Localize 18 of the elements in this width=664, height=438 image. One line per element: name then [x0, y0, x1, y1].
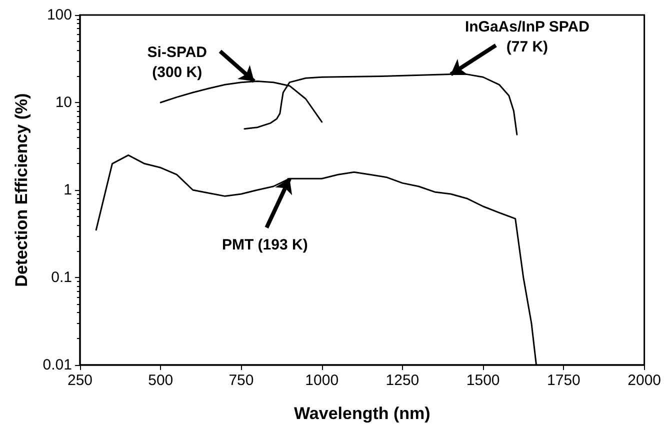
- y-tick-label: 100: [46, 6, 72, 24]
- x-tick-label: 1500: [466, 372, 500, 389]
- x-tick-label: 2000: [628, 372, 662, 389]
- x-tick-label: 750: [228, 372, 254, 389]
- annotation: PMT (193 K): [222, 236, 308, 254]
- y-tick-label: 1: [64, 182, 72, 198]
- x-tick-label: 500: [148, 372, 174, 389]
- y-tick-label: 0.1: [51, 269, 72, 286]
- y-tick-label: 10: [55, 94, 72, 111]
- annotation: InGaAs/InP SPAD (77 K): [464, 18, 590, 56]
- y-axis-title: Detection Efficiency (%): [12, 93, 31, 287]
- x-tick-label: 1750: [547, 372, 580, 389]
- x-axis-title: Wavelength (nm): [294, 404, 430, 423]
- x-tick-label: 1250: [386, 372, 420, 389]
- annotation: Si-SPAD (300 K): [147, 44, 208, 82]
- y-tick-label: 0.01: [42, 356, 72, 374]
- x-tick-label: 1000: [305, 372, 339, 389]
- x-tick-label: 250: [67, 372, 93, 389]
